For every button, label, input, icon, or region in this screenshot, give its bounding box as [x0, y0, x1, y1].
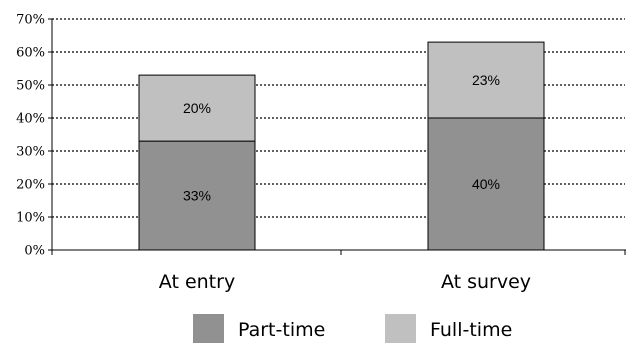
bar-full-time-0 [138, 74, 256, 142]
bar-full-time-1 [427, 41, 545, 119]
data-label-full-time-0: 20% [183, 100, 211, 116]
legend-swatch-part-time [193, 314, 224, 343]
y-tick-label-10: 10% [16, 211, 45, 226]
legend-label-full-time: Full-time [430, 319, 512, 341]
data-label-part-time-0: 33% [183, 188, 211, 204]
bar-part-time-1 [427, 117, 545, 251]
y-tick-label-50: 50% [16, 79, 45, 94]
data-label-part-time-1: 40% [472, 176, 500, 192]
y-tick-labels: 0% 10% 20% 30% 40% 50% 60% 70% [16, 13, 45, 259]
y-tick-label-40: 40% [16, 112, 45, 127]
y-tick-label-30: 30% [16, 145, 45, 160]
legend: Part-time Full-time [193, 314, 512, 343]
category-labels: At entry At survey [159, 271, 531, 293]
axes [48, 18, 626, 255]
legend-label-part-time: Part-time [238, 319, 325, 341]
bar-part-time-0 [138, 140, 256, 251]
y-tick-label-0: 0% [24, 244, 45, 259]
y-tick-label-70: 70% [16, 13, 45, 28]
data-label-full-time-1: 23% [472, 72, 500, 88]
category-label-1: At survey [441, 271, 531, 293]
category-label-0: At entry [159, 271, 235, 293]
bars [138, 41, 545, 251]
y-tick-label-60: 60% [16, 46, 45, 61]
data-labels: 33% 20% 40% 23% [183, 72, 500, 204]
legend-swatch-full-time [385, 314, 416, 343]
y-tick-label-20: 20% [16, 178, 45, 193]
